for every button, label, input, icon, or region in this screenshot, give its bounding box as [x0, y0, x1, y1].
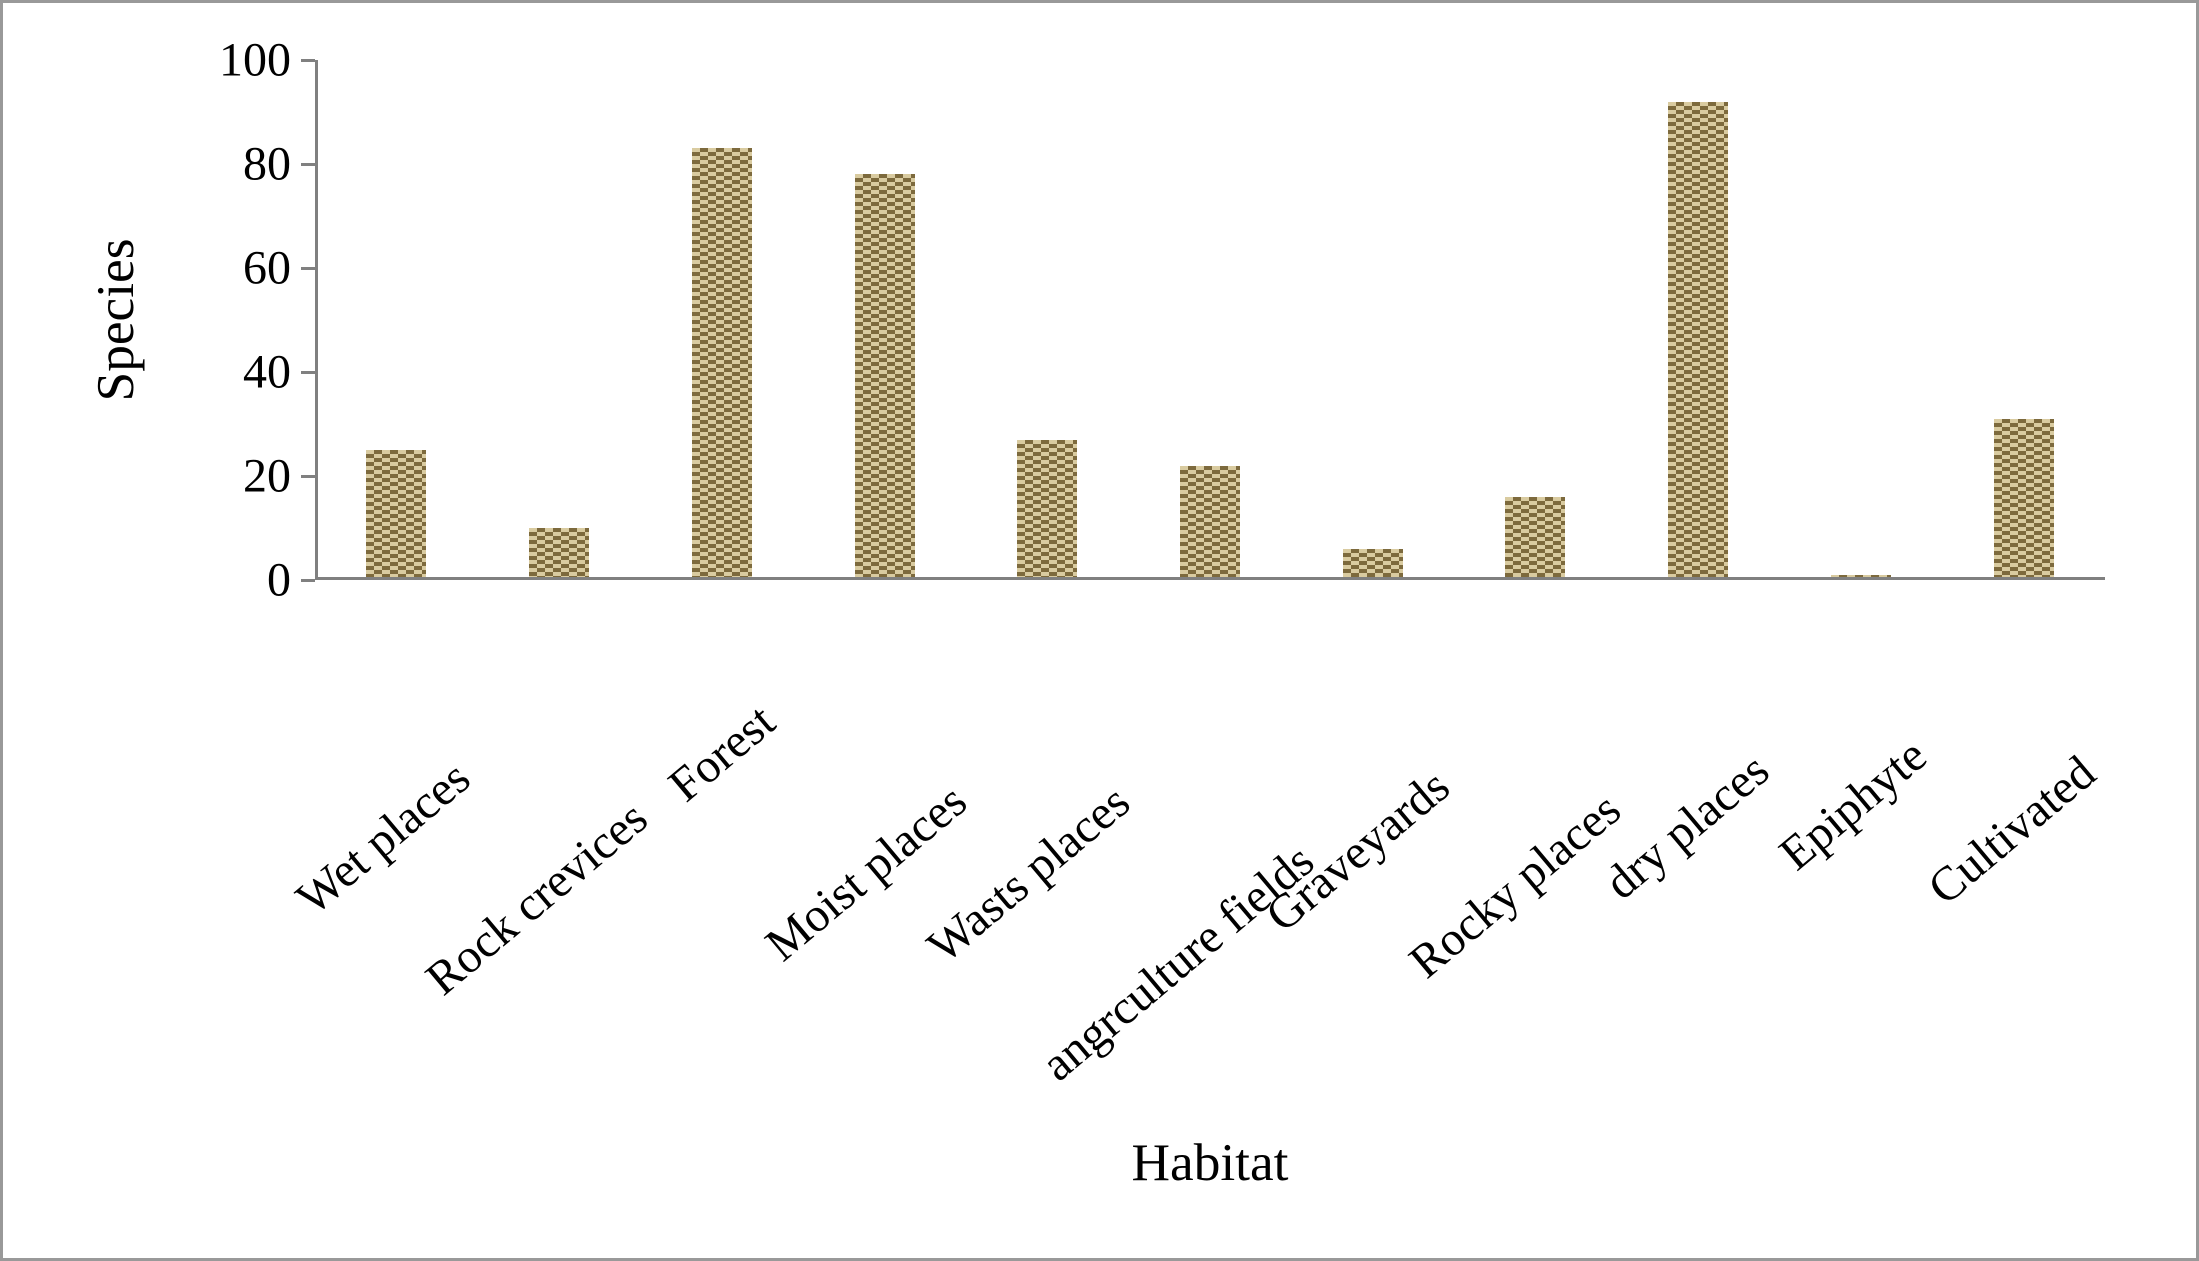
- bar: [529, 528, 589, 580]
- y-tick-mark: [301, 475, 315, 478]
- y-tick-mark: [301, 267, 315, 270]
- x-axis-line: [315, 577, 2105, 580]
- bar: [1994, 419, 2054, 580]
- y-tick-label: 20: [243, 449, 291, 504]
- y-tick-mark: [301, 371, 315, 374]
- bar: [1505, 497, 1565, 580]
- plot-area: [315, 60, 2105, 580]
- y-tick-label: 100: [219, 33, 291, 88]
- y-axis-title: Species: [84, 239, 146, 402]
- chart-frame: Species Habitat 020406080100Wet placesRo…: [0, 0, 2199, 1261]
- y-tick-label: 60: [243, 241, 291, 296]
- y-tick-label: 0: [267, 553, 291, 608]
- bar: [1343, 549, 1403, 580]
- y-tick-mark: [301, 163, 315, 166]
- bar: [1180, 466, 1240, 580]
- y-tick-label: 80: [243, 137, 291, 192]
- y-tick-mark: [301, 59, 315, 62]
- y-tick-label: 40: [243, 345, 291, 400]
- x-axis-title: Habitat: [1132, 1131, 1289, 1193]
- bar: [366, 450, 426, 580]
- bar: [692, 148, 752, 580]
- y-axis-line: [315, 60, 318, 580]
- bar: [855, 174, 915, 580]
- bar: [1668, 102, 1728, 580]
- y-tick-mark: [301, 579, 315, 582]
- bar: [1017, 440, 1077, 580]
